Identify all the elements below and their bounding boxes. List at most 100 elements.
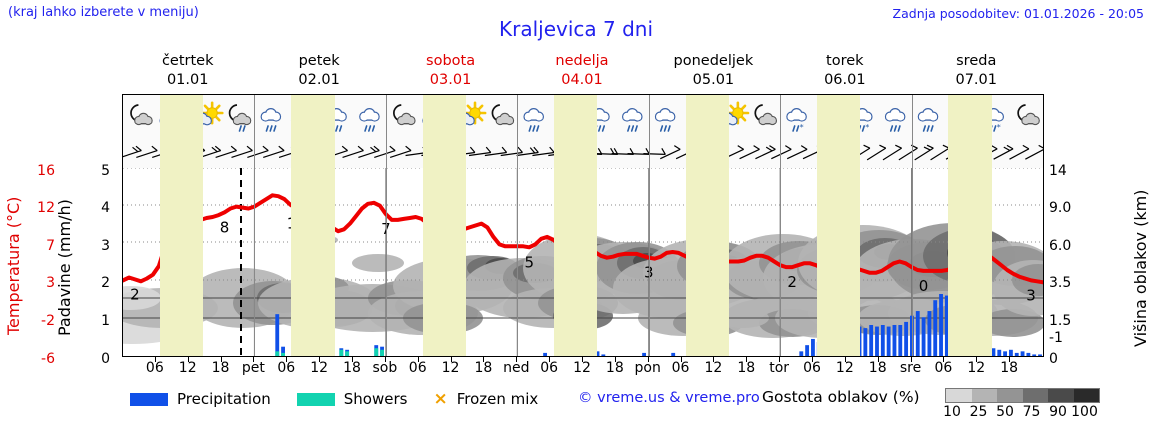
chart-plot-area[interactable]: ××2981171057352303 [123,168,1043,356]
x-tick-mark [779,357,781,362]
x-tick-pon: pon [634,360,661,376]
daylight-band [291,140,335,168]
weather-icon-cloud-rain [359,108,380,132]
temperature-tick--2: -2 [41,313,55,329]
x-tick-18: 18 [1000,360,1019,376]
density-tick-75: 75 [1022,404,1041,420]
day-separator [385,168,387,356]
density-tick-10: 10 [943,404,961,420]
x-tick-mark [516,357,518,362]
weather-icon-cloud-rain [917,108,939,132]
daylight-band [159,95,204,140]
precipitation-bar [880,325,885,356]
x-tick-mark [352,357,353,362]
daylight-band [554,140,598,168]
precipitation-bar [997,349,1002,356]
x-tick-mark [319,357,321,362]
wind-barb [739,145,760,160]
temperature-label: 0 [919,277,929,295]
cloud-height-tick--1: -1 [1049,330,1063,346]
daylight-band [685,140,729,168]
temperature-label: 2 [787,273,797,291]
wind-barb [247,145,269,158]
day-separator [780,140,782,168]
temperature-label: 8 [220,218,230,236]
svg-text:*: * [800,123,804,132]
day-date: 02.01 [298,72,340,88]
precipitation-bar [543,352,548,356]
density-tick-90: 90 [1049,404,1067,420]
density-tick-50: 50 [996,404,1014,420]
daylight-band [816,140,861,168]
x-tick-tor: tor [769,360,790,376]
precipitation-bar [944,295,949,356]
weather-icon-band: ****** [123,95,1043,140]
weather-icon-cloud-rain [654,108,676,132]
precipitation-bar [799,351,804,356]
wind-barb [786,145,808,160]
x-tick-mark [713,357,715,362]
copyright-link[interactable]: © vreme.us & vreme.pro [578,390,760,406]
day-separator [911,168,913,356]
x-tick-mark [910,357,912,362]
daylight-band [816,168,861,356]
last-update: Zadnja posodobitev: 01.01.2026 - 20:05 [892,6,1144,21]
x-tick-mark [384,357,386,362]
temperature-label: 3 [1026,286,1036,304]
x-tick-mark [647,357,649,362]
wind-barb [389,145,412,158]
precipitation-bar [1038,354,1042,356]
precipitation-bar [933,300,938,356]
x-tick-12: 12 [704,360,723,376]
x-tick-18: 18 [474,360,493,376]
x-tick-12: 12 [835,360,854,376]
daylight-band [422,95,467,140]
precipitation-bar [875,326,879,356]
precipitation-bar [892,325,897,356]
day-date: 03.01 [429,72,472,88]
day-name: torek [826,53,864,69]
cloud-density-blob [981,309,1043,337]
wind-barb [516,146,539,157]
daylight-band [422,140,467,168]
precipitation-bar [805,345,810,356]
x-tick-mark [154,357,156,362]
wind-barb [993,144,1014,160]
wind-barb [532,146,555,157]
showers-bar [374,348,379,356]
x-tick-mark [220,357,222,362]
day-header-3: sobota 03.01 [385,52,516,92]
precipitation-bar [863,328,868,356]
daylight-band [422,168,467,356]
precipitation-tick-0: 0 [101,351,110,367]
x-tick-mark [812,357,813,362]
day-separator [911,95,913,140]
wind-barb [374,145,396,158]
weather-icon-cloud-rain [884,108,906,132]
temperature-tick-12: 12 [37,200,55,216]
precipitation-bar [1026,352,1031,356]
x-tick-sob: sob [372,360,398,376]
daylight-band [685,168,729,356]
wind-barb [263,145,285,158]
x-tick-mark [943,357,945,362]
precipitation-bar [671,352,676,356]
daylight-band [685,95,729,140]
x-tick-mark [976,357,978,362]
x-tick-12: 12 [178,360,197,376]
day-name: sreda [956,53,997,69]
wind-barb [231,145,253,158]
day-header-6: torek 06.01 [779,52,910,92]
x-tick-06: 06 [145,360,164,376]
wind-barb [342,145,364,158]
showers-bar [345,351,350,356]
day-header-5: ponedeljek 05.01 [648,52,779,92]
wind-barb [484,146,508,157]
day-separator [648,95,650,140]
day-separator [254,140,256,168]
daylight-band [554,168,598,356]
cloud-height-tick-3.5: 3.5 [1049,275,1072,291]
weather-icon-cloud-rain [622,108,643,132]
wind-barb [500,146,523,157]
wind-barb [660,145,681,160]
